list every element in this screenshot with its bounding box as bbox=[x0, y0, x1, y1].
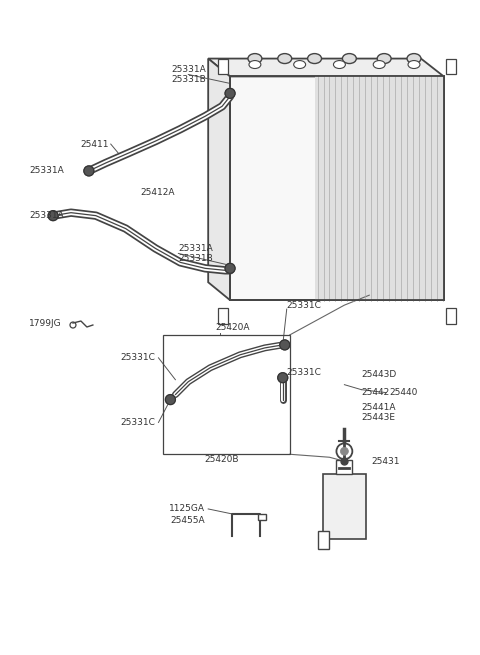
Bar bbox=[218, 308, 228, 324]
Circle shape bbox=[280, 340, 290, 350]
Circle shape bbox=[225, 88, 235, 98]
Text: 25431: 25431 bbox=[371, 457, 400, 466]
Text: 25331A: 25331A bbox=[179, 244, 213, 253]
Text: 25331C: 25331C bbox=[287, 368, 322, 377]
Text: 25443D: 25443D bbox=[361, 370, 396, 379]
Bar bbox=[218, 58, 228, 75]
Text: 25411: 25411 bbox=[80, 140, 109, 149]
Ellipse shape bbox=[294, 60, 306, 69]
Polygon shape bbox=[314, 77, 444, 300]
Ellipse shape bbox=[408, 60, 420, 69]
Bar bbox=[318, 531, 329, 549]
Ellipse shape bbox=[308, 54, 322, 64]
Text: 25331A: 25331A bbox=[29, 166, 64, 176]
Text: 25443E: 25443E bbox=[361, 413, 396, 422]
Text: 25455A: 25455A bbox=[170, 516, 205, 525]
Text: 25420B: 25420B bbox=[205, 455, 240, 464]
Circle shape bbox=[278, 373, 288, 383]
Circle shape bbox=[84, 166, 94, 176]
Circle shape bbox=[340, 447, 348, 455]
Text: 1799JG: 1799JG bbox=[29, 318, 62, 328]
Bar bbox=[336, 460, 352, 474]
Text: 25331B: 25331B bbox=[179, 254, 213, 263]
Polygon shape bbox=[208, 58, 444, 77]
Polygon shape bbox=[230, 77, 444, 300]
Ellipse shape bbox=[407, 54, 421, 64]
Ellipse shape bbox=[342, 54, 356, 64]
Circle shape bbox=[48, 211, 58, 221]
Polygon shape bbox=[208, 58, 230, 300]
Text: 25442: 25442 bbox=[361, 388, 390, 397]
Circle shape bbox=[166, 394, 175, 405]
Text: 25331A: 25331A bbox=[171, 65, 205, 74]
Text: 25331C: 25331C bbox=[120, 353, 156, 362]
Ellipse shape bbox=[373, 60, 385, 69]
Bar bbox=[446, 308, 456, 324]
Text: 25331B: 25331B bbox=[171, 75, 205, 84]
Text: 1125GA: 1125GA bbox=[169, 504, 205, 514]
Ellipse shape bbox=[377, 54, 391, 64]
Bar bbox=[258, 514, 266, 520]
Text: 25331C: 25331C bbox=[287, 301, 322, 310]
Text: 25420A: 25420A bbox=[215, 324, 250, 333]
Bar bbox=[323, 474, 366, 539]
Ellipse shape bbox=[248, 54, 262, 64]
Ellipse shape bbox=[278, 54, 292, 64]
Circle shape bbox=[225, 263, 235, 273]
Text: 25331A: 25331A bbox=[29, 211, 64, 220]
Text: 25412A: 25412A bbox=[141, 188, 175, 197]
Text: 25441A: 25441A bbox=[361, 403, 396, 412]
Bar bbox=[446, 58, 456, 75]
Text: 25331C: 25331C bbox=[120, 418, 156, 427]
Text: 25440: 25440 bbox=[389, 388, 418, 397]
Ellipse shape bbox=[334, 60, 346, 69]
Ellipse shape bbox=[249, 60, 261, 69]
Bar bbox=[164, 335, 290, 455]
